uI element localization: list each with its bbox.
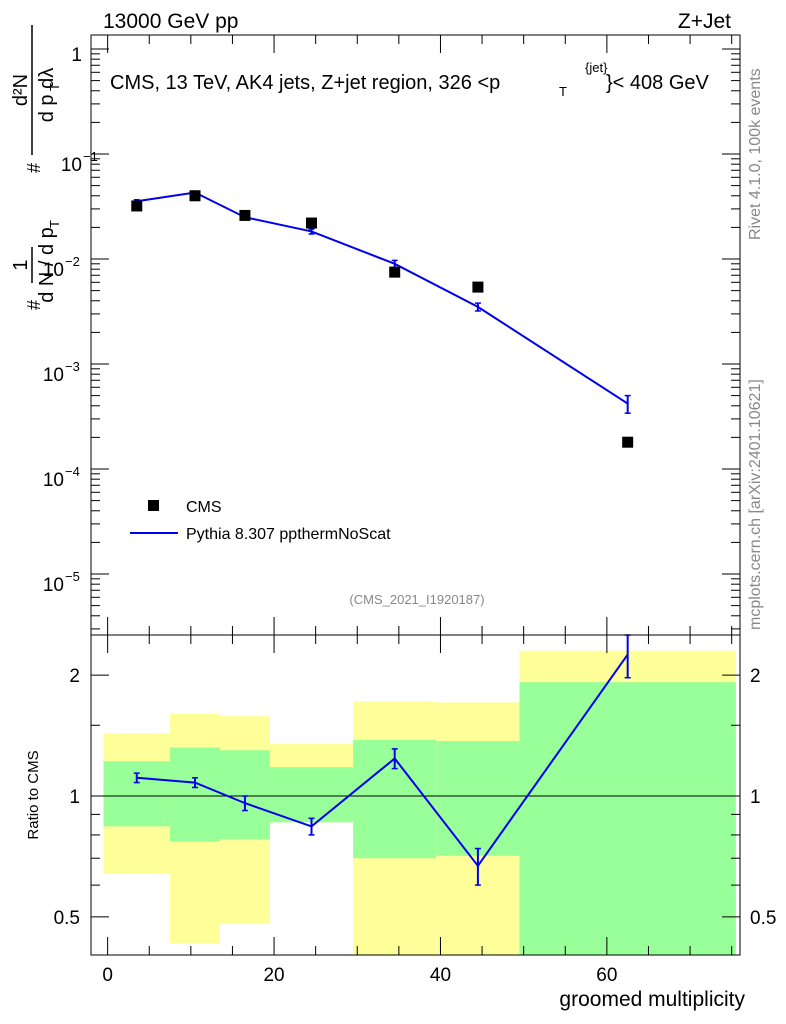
ratio-y-tick-label: 0.5 <box>54 908 80 929</box>
legend-cms-marker <box>148 500 159 511</box>
svg-text:−5: −5 <box>65 569 80 584</box>
ratio-y-tick-label: 2 <box>69 666 80 687</box>
ratio-axis-ticks <box>91 635 740 955</box>
ratio-inner-band <box>519 682 736 955</box>
y-tick-label-1e-2: 10 −2 <box>43 254 80 281</box>
y-tick-label-1: 1 <box>71 45 82 66</box>
ratio-y-tick-label-right: 0.5 <box>750 908 776 929</box>
svg-text:10: 10 <box>61 155 82 176</box>
ratio-y-tick-label-right: 1 <box>750 787 761 808</box>
rivet-version-label: Rivet 4.1.0, 100k events <box>747 68 764 240</box>
analysis-watermark: (CMS_2021_I1920187) <box>349 592 484 607</box>
svg-text:{jet}: {jet} <box>585 60 608 75</box>
main-y-axis-label: 1 d N / d p T d²N d p dλ T # # <box>10 25 62 310</box>
ratio-inner-band <box>219 750 270 840</box>
svg-text:d p dλ: d p dλ <box>36 68 58 122</box>
ratio-inner-band <box>170 747 220 842</box>
cms-data-point <box>472 281 484 293</box>
svg-text:10: 10 <box>43 575 64 596</box>
svg-text:}< 408 GeV: }< 408 GeV <box>606 72 710 94</box>
svg-text:T: T <box>47 83 62 91</box>
svg-text:#: # <box>24 163 44 173</box>
ratio-tick-labels: 0.5 0.51 12 20 20 40 60 <box>54 666 777 986</box>
ratio-series <box>133 634 631 886</box>
y-tick-label-1e-3: 10 −3 <box>43 359 80 386</box>
main-chart-title: CMS, 13 TeV, AK4 jets, Z+jet region, 326… <box>110 60 710 99</box>
legend: CMS Pythia 8.307 ppthermNoScat <box>130 499 391 543</box>
ratio-y-tick-label: 1 <box>69 787 80 808</box>
svg-text:−4: −4 <box>65 464 80 479</box>
svg-text:d²N: d²N <box>10 74 32 106</box>
mcplots-label: mcplots.cern.ch [arXiv:2401.10621] <box>747 379 764 630</box>
svg-text:T: T <box>559 84 567 99</box>
ratio-panel: Ratio to CMS groomed multiplicity 0.5 0.5… <box>25 634 777 1011</box>
x-tick-label: 20 <box>263 965 284 986</box>
x-tick-label: 40 <box>430 965 451 986</box>
svg-text:T: T <box>47 220 62 228</box>
process-label: Z+Jet <box>678 10 731 33</box>
cms-data-point <box>189 190 201 202</box>
legend-cms-label: CMS <box>186 499 222 516</box>
x-tick-label: 60 <box>596 965 617 986</box>
svg-text:1: 1 <box>10 259 32 270</box>
x-axis-label: groomed multiplicity <box>559 988 745 1011</box>
ratio-uncertainty-bands <box>103 650 736 955</box>
main-series <box>131 190 634 448</box>
legend-pythia-label: Pythia 8.307 ppthermNoScat <box>186 526 391 543</box>
svg-text:d N / d p: d N / d p <box>36 227 58 303</box>
y-tick-label-1e-1: 10 −1 <box>61 149 98 176</box>
ratio-inner-band <box>269 767 354 823</box>
pythia-line <box>136 191 629 405</box>
main-axis-ticks <box>91 35 740 635</box>
cms-data-point <box>389 266 401 278</box>
svg-text:10: 10 <box>43 260 64 281</box>
svg-text:10: 10 <box>43 365 64 386</box>
main-panel: 1 10 −1 10 −2 10 −3 10 −4 10 −5 1 d N / … <box>10 25 741 636</box>
svg-text:−2: −2 <box>65 254 80 269</box>
ratio-inner-band <box>436 741 520 856</box>
energy-label: 13000 GeV pp <box>103 10 238 33</box>
x-tick-label: 0 <box>102 965 113 986</box>
svg-text:10: 10 <box>43 470 64 491</box>
y-tick-label-1e-4: 10 −4 <box>43 464 80 491</box>
ratio-plot-frame <box>90 634 741 956</box>
svg-text:−3: −3 <box>65 359 80 374</box>
ratio-y-tick-label-right: 2 <box>750 666 761 687</box>
svg-text:CMS, 13 TeV, AK4 jets, Z+jet r: CMS, 13 TeV, AK4 jets, Z+jet region, 326… <box>110 72 500 94</box>
cms-data-point <box>239 209 251 221</box>
svg-text:#: # <box>24 300 44 310</box>
ratio-inner-band <box>103 761 171 827</box>
cms-data-point <box>622 436 634 448</box>
ratio-y-axis-label: Ratio to CMS <box>25 750 42 839</box>
y-tick-label-1e-5: 10 −5 <box>43 569 80 596</box>
main-plot-frame <box>90 34 741 636</box>
cms-data-point <box>131 200 143 212</box>
svg-text:−1: −1 <box>83 149 98 164</box>
cms-data-point <box>305 217 317 229</box>
